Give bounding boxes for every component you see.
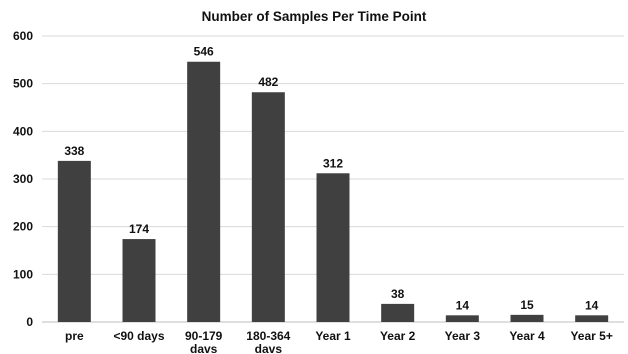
bar xyxy=(445,315,479,322)
x-tick-label: Year 3 xyxy=(445,329,481,343)
data-labels: 338 174 546 482 312 38 14 15 14 xyxy=(64,45,598,313)
data-label: 174 xyxy=(129,222,149,236)
bar xyxy=(381,303,415,322)
bar xyxy=(575,315,609,322)
x-tick-label: <90 days xyxy=(113,329,164,343)
bar xyxy=(510,314,544,322)
x-tick-label: 90-179 xyxy=(185,329,223,343)
y-tick-label: 300 xyxy=(13,172,33,186)
data-label: 38 xyxy=(391,287,405,301)
x-tick-label: Year 5+ xyxy=(570,329,612,343)
bar xyxy=(316,173,350,322)
data-label: 338 xyxy=(64,144,84,158)
bar xyxy=(251,92,285,322)
y-tick-label: 0 xyxy=(26,315,33,329)
bar xyxy=(187,61,221,323)
data-label: 14 xyxy=(585,298,599,312)
x-tick-label: pre xyxy=(65,329,84,343)
x-tick-label: davs xyxy=(255,342,283,354)
data-label: 14 xyxy=(456,298,470,312)
y-tick-label: 200 xyxy=(13,220,33,234)
x-tick-label: Year 2 xyxy=(380,329,416,343)
bar xyxy=(122,239,156,322)
y-tick-label: 600 xyxy=(13,29,33,43)
x-tick-label: 180-364 xyxy=(246,329,290,343)
x-tick-label: davs xyxy=(190,342,218,354)
x-tick-label: Year 4 xyxy=(509,329,545,343)
chart-title: Number of Samples Per Time Point xyxy=(201,9,427,24)
bar xyxy=(57,160,91,322)
data-label: 482 xyxy=(258,75,278,89)
data-label: 546 xyxy=(194,45,214,59)
data-label: 312 xyxy=(323,156,343,170)
y-tick-label: 100 xyxy=(13,267,33,281)
x-tick-label: Year 1 xyxy=(315,329,351,343)
y-tick-label: 500 xyxy=(13,77,33,91)
y-axis: 0 100 200 300 400 500 600 xyxy=(13,29,33,329)
y-tick-label: 400 xyxy=(13,124,33,138)
data-label: 15 xyxy=(520,298,534,312)
bars xyxy=(57,61,609,323)
